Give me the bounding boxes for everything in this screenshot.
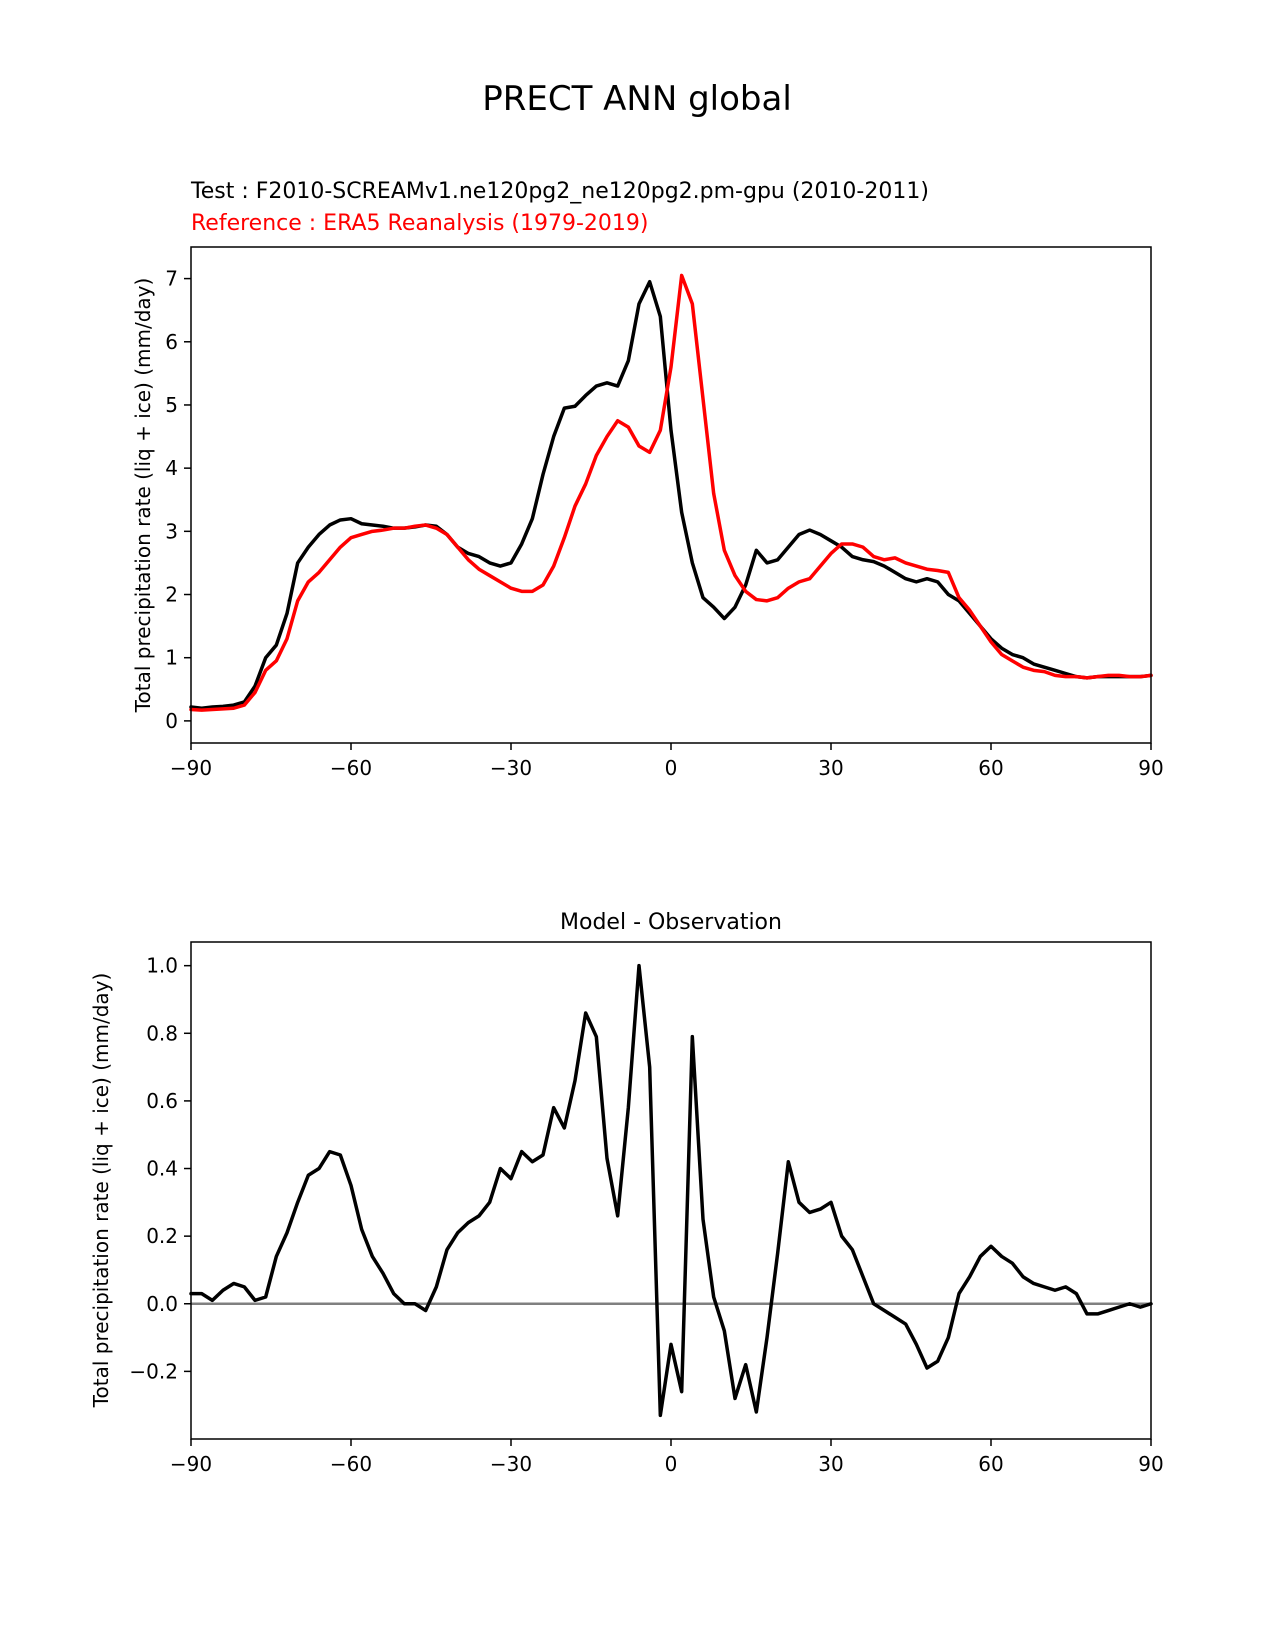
panel-zonal-mean: Test : F2010-SCREAMv1.ne120pg2_ne120pg2.… <box>131 179 1164 780</box>
y-tick-label: 3 <box>165 519 178 543</box>
panel-top-title-reference: Reference : ERA5 Reanalysis (1979-2019) <box>191 211 649 236</box>
y-tick-label: 0.4 <box>146 1157 178 1181</box>
x-tick-label: 90 <box>1138 756 1163 780</box>
x-tick-label: 90 <box>1138 1452 1163 1476</box>
y-tick-label: −0.2 <box>129 1359 178 1383</box>
y-tick-label: 0 <box>165 709 178 733</box>
panel-top-series <box>189 273 1153 712</box>
x-tick-label: 30 <box>818 756 843 780</box>
panel-top-y-axis: 0 1 2 3 4 5 6 7 <box>165 267 191 733</box>
figure-suptitle: PRECT ANN global <box>482 79 792 119</box>
series-reference-line <box>189 273 1153 712</box>
y-tick-label: 1 <box>165 646 178 670</box>
x-tick-label: 30 <box>818 1452 843 1476</box>
y-tick-label: 1.0 <box>146 954 178 978</box>
y-tick-label: 5 <box>165 393 178 417</box>
panel-bottom-x-axis: −90 −60 −30 0 30 60 90 <box>170 1439 1164 1476</box>
y-tick-label: 2 <box>165 583 178 607</box>
y-tick-label: 0.2 <box>146 1224 178 1248</box>
panel-top-x-axis: −90 −60 −30 0 30 60 90 <box>170 743 1164 780</box>
panel-bottom-series <box>189 963 1153 1418</box>
x-tick-label: 60 <box>978 1452 1003 1476</box>
panel-top-title-test: Test : F2010-SCREAMv1.ne120pg2_ne120pg2.… <box>190 179 929 204</box>
x-tick-label: 0 <box>665 1452 678 1476</box>
x-tick-label: −60 <box>330 756 372 780</box>
panel-bottom-title: Model - Observation <box>560 910 782 935</box>
panel-top-y-axis-label: Total precipitation rate (liq + ice) (mm… <box>131 278 155 714</box>
y-tick-label: 6 <box>165 330 178 354</box>
series-test-line <box>189 280 1153 710</box>
y-tick-label: 0.0 <box>146 1292 178 1316</box>
x-tick-label: −30 <box>490 756 532 780</box>
series-difference-line <box>189 963 1153 1418</box>
x-tick-label: −30 <box>490 1452 532 1476</box>
x-tick-label: −90 <box>170 756 212 780</box>
x-tick-label: −90 <box>170 1452 212 1476</box>
x-tick-label: −60 <box>330 1452 372 1476</box>
panel-bottom-y-axis-label: Total precipitation rate (liq + ice) (mm… <box>89 973 113 1409</box>
x-tick-label: 0 <box>665 756 678 780</box>
y-tick-label: 4 <box>165 456 178 480</box>
panel-difference: Model - Observation −90 −60 −30 0 30 60 90 −0.… <box>89 910 1164 1476</box>
y-tick-label: 0.8 <box>146 1021 178 1045</box>
x-tick-label: 60 <box>978 756 1003 780</box>
y-tick-label: 0.6 <box>146 1089 178 1113</box>
y-tick-label: 7 <box>165 267 178 291</box>
panel-bottom-y-axis: −0.2 0.0 0.2 0.4 0.6 0.8 1.0 <box>129 954 191 1383</box>
